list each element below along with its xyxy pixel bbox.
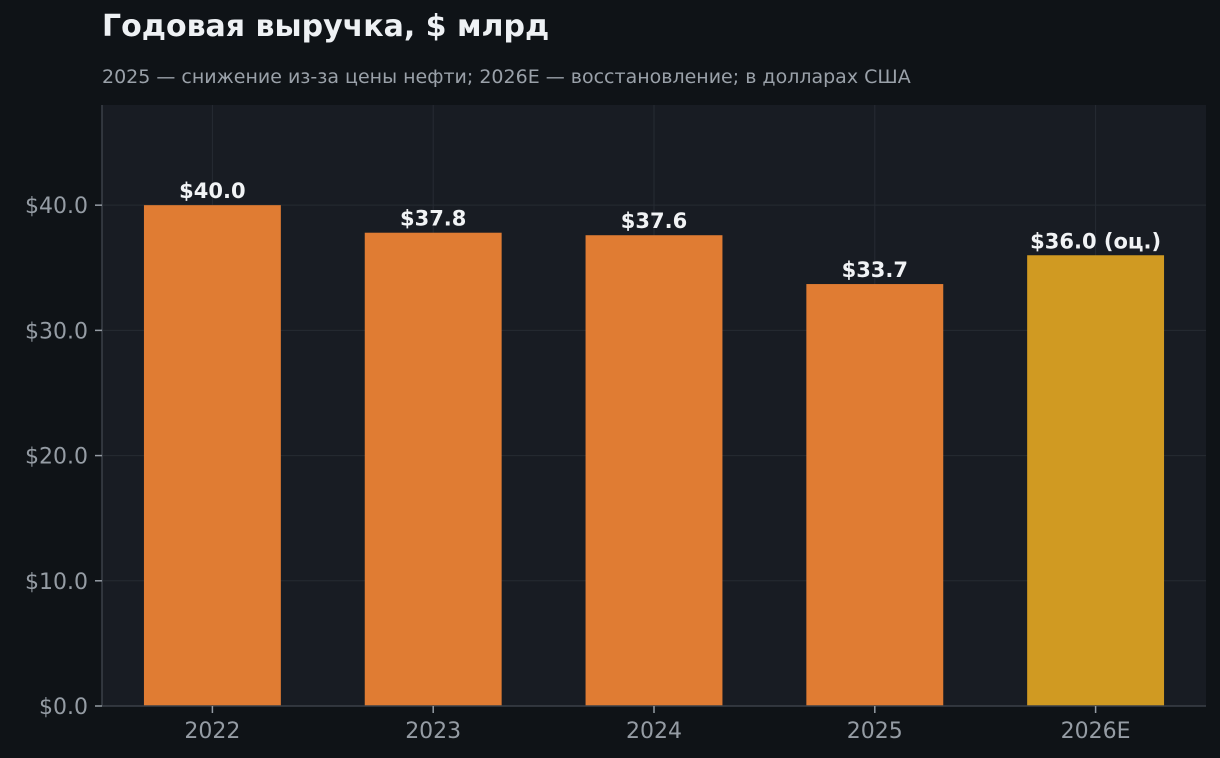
bar-value-label: $37.8 — [400, 207, 466, 231]
y-tick-label: $20.0 — [25, 445, 88, 470]
bar — [585, 235, 723, 706]
y-tick-label: $40.0 — [25, 194, 88, 219]
chart-title: Годовая выручка, $ млрд — [102, 9, 550, 44]
bar — [143, 205, 281, 706]
y-tick-label: $30.0 — [25, 319, 88, 344]
bar-value-label: $40.0 — [179, 179, 245, 203]
x-tick-label: 2024 — [626, 719, 682, 744]
y-tick-label: $0.0 — [39, 695, 88, 720]
y-tick-label: $10.0 — [25, 570, 88, 595]
x-tick-label: 2023 — [405, 719, 461, 744]
bar-value-label: $36.0 (оц.) — [1030, 229, 1161, 253]
bar-value-label: $33.7 — [842, 258, 908, 282]
x-tick-label: 2022 — [184, 719, 240, 744]
x-tick-label: 2025 — [847, 719, 903, 744]
bar — [806, 284, 944, 706]
bar — [364, 232, 502, 706]
chart-subtitle: 2025 — снижение из-за цены нефти; 2026E … — [102, 66, 911, 88]
bar-estimate — [1027, 255, 1165, 706]
x-tick-label: 2026E — [1061, 719, 1131, 744]
bar-value-label: $37.6 — [621, 209, 687, 233]
